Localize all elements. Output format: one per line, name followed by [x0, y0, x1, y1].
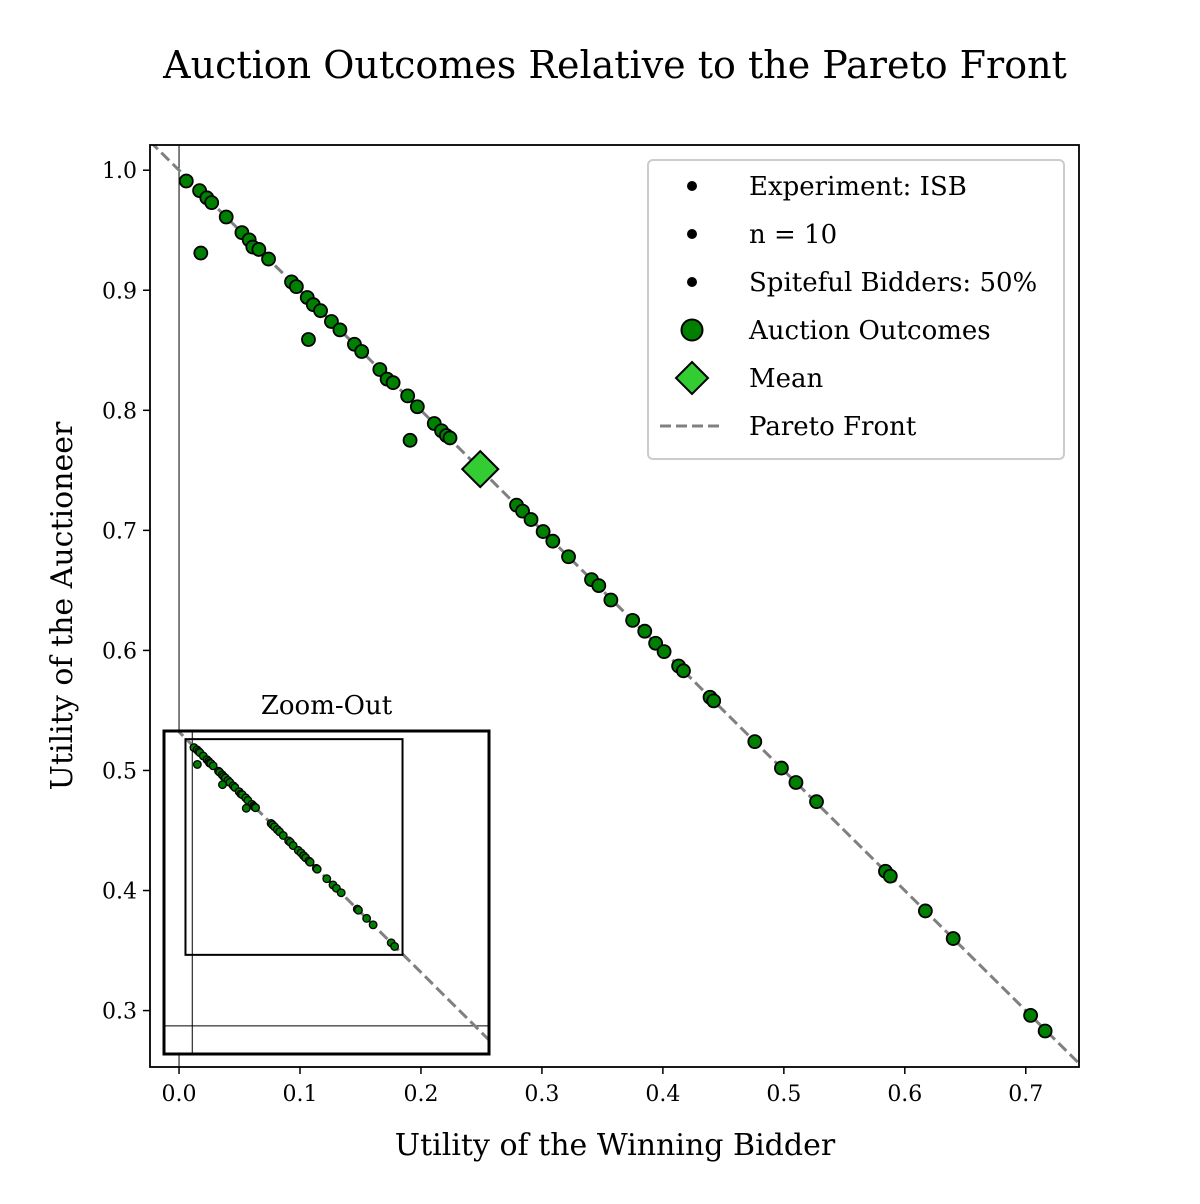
axes-frame: [149, 144, 1080, 1068]
y-tick-label: 0.7: [102, 519, 137, 544]
inset-outcome-point: [305, 857, 315, 867]
inset-frame: [162, 729, 491, 1056]
outcome-point: [637, 623, 653, 639]
x-tick-label: 0.2: [403, 1082, 438, 1107]
legend-frame: [647, 159, 1065, 460]
outcome-point: [774, 760, 789, 776]
legend-marker-mean: [674, 360, 710, 396]
legend-marker-spiteful: [687, 277, 697, 287]
inset-title: Zoom-Out: [261, 691, 393, 721]
outcome-point: [656, 644, 672, 660]
legend-label-outcomes: Auction Outcomes: [748, 316, 991, 346]
outcome-point: [523, 512, 539, 527]
legend-label-spiteful: Spiteful Bidders: 50%: [749, 268, 1037, 298]
legend-marker-experiment: [687, 181, 697, 191]
legend-label-experiment: Experiment: ISB: [749, 172, 967, 202]
x-tick-label: 0.3: [524, 1082, 559, 1107]
inset-outcome-point: [322, 874, 332, 884]
outcome-point: [706, 693, 722, 709]
y-axis-label: Utility of the Auctioneer: [45, 421, 80, 790]
legend-label-pareto: Pareto Front: [749, 412, 917, 442]
inset-outcome-point: [251, 803, 261, 813]
outcome-point: [354, 344, 370, 359]
inset-outcome-point: [208, 761, 218, 771]
outcome-point: [561, 549, 576, 565]
inset-outcome-point: [218, 780, 227, 790]
y-tick-label: 0.9: [102, 279, 137, 304]
outcome-point: [809, 794, 824, 810]
outcome-point: [193, 245, 209, 261]
outcome-point: [409, 399, 425, 415]
inset-outcome-point: [368, 920, 378, 930]
chart-title: Auction Outcomes Relative to the Pareto …: [162, 43, 1067, 87]
inset-outcome-point: [362, 913, 372, 923]
outcome-point: [178, 173, 194, 189]
outcome-point: [945, 931, 961, 946]
inset-zoom-box: [184, 738, 404, 956]
outcome-point: [218, 209, 234, 225]
outcome-point: [301, 332, 316, 347]
y-tick-label: 0.8: [102, 399, 137, 424]
inset-outcome-point: [390, 941, 400, 951]
inset-outcome-point: [241, 803, 251, 813]
y-tick-label: 0.6: [102, 639, 137, 664]
outcome-point: [882, 868, 898, 884]
outcome-point: [288, 279, 304, 295]
x-tick-label: 0.4: [645, 1082, 680, 1107]
legend-marker-n: [687, 229, 697, 239]
outcome-point: [625, 613, 641, 628]
outcome-point: [788, 775, 804, 790]
y-tick-label: 0.3: [102, 1000, 137, 1025]
mean-marker: [460, 449, 500, 489]
outcome-point: [332, 322, 348, 338]
outcome-point: [204, 195, 220, 211]
inset-outcome-point: [353, 905, 363, 915]
zoom-out-inset: Zoom-Out: [162, 691, 491, 1056]
outcome-point: [400, 388, 416, 404]
outcome-point: [1023, 1007, 1039, 1023]
outcome-point: [372, 362, 388, 377]
y-tick-label: 0.5: [102, 759, 137, 784]
outcome-point: [603, 592, 619, 608]
y-tick-label: 1.0: [102, 159, 137, 184]
legend-marker-outcomes: [680, 318, 704, 342]
outcome-point: [442, 430, 458, 446]
x-tick-label: 0.5: [766, 1082, 801, 1107]
outcome-point: [1037, 1023, 1053, 1039]
x-axis-label: Utility of the Winning Bidder: [395, 1128, 836, 1163]
outcome-point: [313, 303, 328, 319]
outcome-point: [251, 242, 267, 257]
x-tick-label: 0.1: [282, 1082, 317, 1107]
outcome-point: [591, 578, 607, 593]
outcome-point: [402, 432, 418, 448]
inset-background: [164, 731, 489, 1054]
outcome-point: [535, 524, 551, 539]
x-tick-label: 0.7: [1008, 1082, 1043, 1107]
y-tick-label: 0.4: [102, 880, 137, 905]
x-tick-label: 0.0: [162, 1082, 197, 1107]
outcome-point: [385, 375, 401, 391]
inset-outcome-point: [336, 888, 346, 898]
legend-label-mean: Mean: [749, 364, 824, 394]
inset-outcome-point: [312, 864, 322, 874]
outcome-point: [747, 734, 763, 750]
outcome-point: [676, 663, 691, 679]
legend: Experiment: ISB n = 10 Spiteful Bidders:…: [647, 159, 1065, 460]
x-tick-label: 0.6: [887, 1082, 922, 1107]
outcome-point: [917, 903, 933, 919]
legend-label-n: n = 10: [749, 220, 837, 250]
inset-outcome-point: [192, 759, 202, 769]
plot-area: 0.0 0.1 0.2 0.3 0.4 0.5 0.6 0.7 0.3 0.4 0.5 0.6 0.7 0…: [102, 144, 1080, 1107]
outcome-point: [261, 251, 276, 267]
outcome-point: [545, 533, 561, 549]
inset-outcome-point: [278, 831, 288, 840]
